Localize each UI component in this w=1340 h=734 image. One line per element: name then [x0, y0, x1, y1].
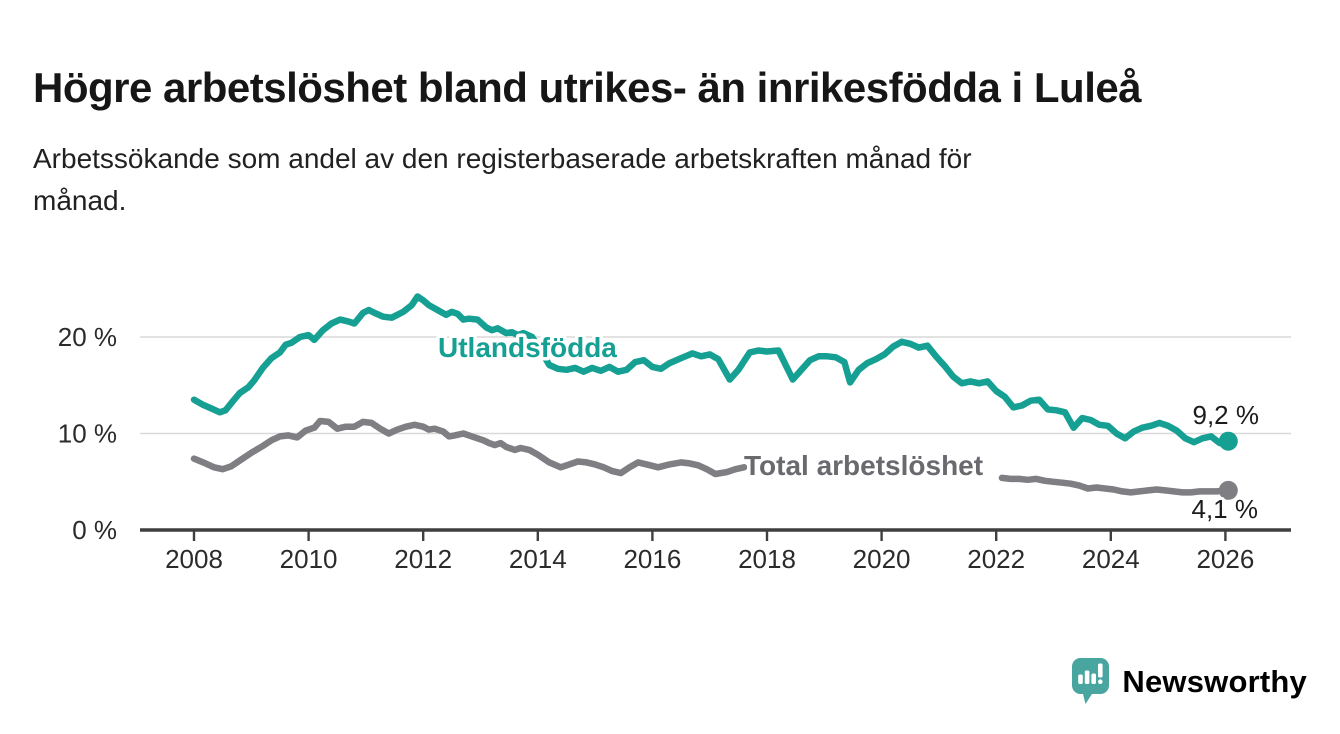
axes-group: 2008 2010 2012 2014 2016 2018 2020 2022 2024 2026…	[58, 322, 1291, 574]
x-tick-label-2018: 2018	[738, 544, 796, 574]
y-tick-label-20: 20 %	[58, 322, 117, 352]
page-subtitle: Arbetssökande som andel av den registerb…	[33, 138, 1273, 222]
x-tick-label-2008: 2008	[165, 544, 223, 574]
y-tick-label-0: 0 %	[72, 515, 117, 545]
end-value-label-total: 4,1 %	[1192, 494, 1259, 524]
gridlines-group	[140, 336, 1291, 435]
series-label-total: Total arbetslöshet	[744, 450, 983, 481]
series-labels-group: Utlandsfödda Total arbetslöshet	[435, 329, 987, 485]
x-tick-label-2012: 2012	[394, 544, 452, 574]
series-line-total-seg1	[998, 474, 1232, 496]
endpoint-dot-utlandsfodda	[1218, 431, 1238, 451]
speech-bubble-shape	[1072, 658, 1110, 704]
end-labels-group: 9,2 % 4,1 %	[1189, 397, 1263, 527]
newsworthy-bubble-icon	[1072, 658, 1110, 704]
newsworthy-logo: Newsworthy	[1071, 657, 1307, 707]
series-lines-group	[190, 293, 1232, 496]
y-tick-label-10: 10 %	[58, 419, 117, 449]
bar-chart-glyph	[1078, 663, 1103, 684]
series-line-utlandsfodda-seg0	[190, 293, 1232, 447]
series-line-total-seg0	[190, 417, 748, 478]
x-tick-label-2024: 2024	[1082, 544, 1140, 574]
x-tick-label-2010: 2010	[280, 544, 338, 574]
subtitle-line-2: månad.	[33, 185, 127, 216]
endpoint-dot-total	[1218, 480, 1238, 500]
page-title: Högre arbetslöshet bland utrikes- än inr…	[33, 64, 1142, 112]
subtitle-line-1: Arbetssökande som andel av den registerb…	[33, 143, 972, 174]
series-label-utlandsfodda: Utlandsfödda	[438, 332, 617, 363]
x-tick-label-2014: 2014	[509, 544, 567, 574]
x-tick-label-2016: 2016	[623, 544, 681, 574]
x-tick-label-2022: 2022	[967, 544, 1025, 574]
x-tick-label-2026: 2026	[1196, 544, 1254, 574]
endpoint-dots-group	[1218, 431, 1238, 500]
end-value-label-utlandsfodda: 9,2 %	[1193, 400, 1260, 430]
x-tick-label-2020: 2020	[853, 544, 911, 574]
newsworthy-logo-text: Newsworthy	[1122, 664, 1307, 699]
